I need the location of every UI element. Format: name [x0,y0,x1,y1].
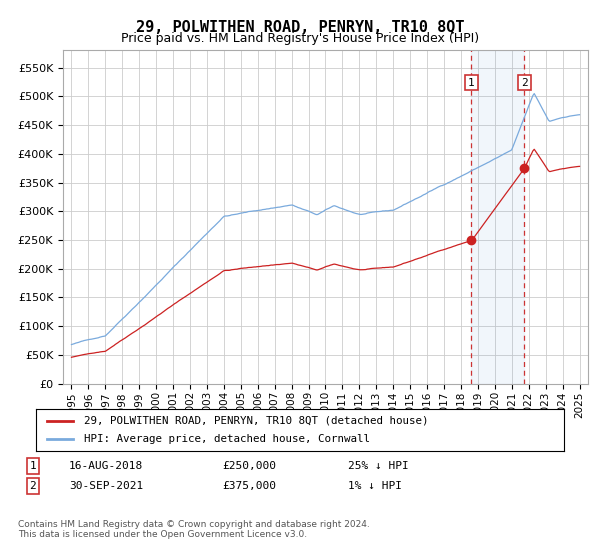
Text: 1: 1 [29,461,37,471]
Text: 25% ↓ HPI: 25% ↓ HPI [348,461,409,471]
Text: 29, POLWITHEN ROAD, PENRYN, TR10 8QT: 29, POLWITHEN ROAD, PENRYN, TR10 8QT [136,20,464,35]
Text: Price paid vs. HM Land Registry's House Price Index (HPI): Price paid vs. HM Land Registry's House … [121,32,479,45]
Text: 16-AUG-2018: 16-AUG-2018 [69,461,143,471]
Text: £250,000: £250,000 [222,461,276,471]
Text: 30-SEP-2021: 30-SEP-2021 [69,481,143,491]
Text: 29, POLWITHEN ROAD, PENRYN, TR10 8QT (detached house): 29, POLWITHEN ROAD, PENRYN, TR10 8QT (de… [83,416,428,426]
Text: £375,000: £375,000 [222,481,276,491]
Text: 2: 2 [521,78,528,87]
Text: HPI: Average price, detached house, Cornwall: HPI: Average price, detached house, Corn… [83,434,370,444]
Bar [472,50,524,384]
Text: 1: 1 [468,78,475,87]
Text: 1% ↓ HPI: 1% ↓ HPI [348,481,402,491]
Text: Contains HM Land Registry data © Crown copyright and database right 2024.
This d: Contains HM Land Registry data © Crown c… [18,520,370,539]
Text: 2: 2 [29,481,37,491]
